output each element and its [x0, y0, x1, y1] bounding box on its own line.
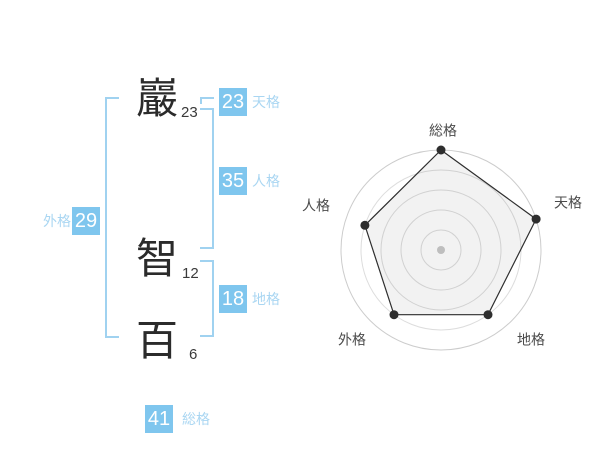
radar-data-polygon [364, 149, 537, 316]
radar-axis-label: 人格 [302, 198, 330, 214]
radar-vertex-dot [436, 145, 446, 155]
surname-kanji-1: 巖 [136, 75, 179, 122]
radar-axis-label: 地格 [517, 332, 545, 348]
gaikaku-bracket [105, 97, 119, 338]
jinkaku-bracket [200, 108, 214, 249]
gaikaku-value-box: 29 [72, 207, 100, 235]
radar-grid-ring [380, 189, 502, 311]
radar-grid-ring [420, 229, 462, 271]
chikaku-bracket [200, 260, 214, 337]
soukaku-value-box: 41 [145, 405, 173, 433]
radar-vertex-dot [483, 310, 493, 320]
radar-grid-ring [400, 209, 482, 291]
radar-axis-label: 外格 [338, 332, 366, 348]
tenkaku-connector [200, 97, 214, 104]
chikaku-label: 地格 [252, 291, 280, 307]
surname-kanji-1-strokes: 23 [181, 104, 198, 121]
radar-vertex-dot [531, 214, 541, 224]
tenkaku-value-box: 23 [219, 88, 247, 116]
tenkaku-label: 天格 [252, 94, 280, 110]
jinkaku-value-box: 35 [219, 167, 247, 195]
radar-axis-label: 天格 [554, 195, 582, 211]
radar-axis-label: 総格 [429, 123, 457, 139]
jinkaku-label: 人格 [252, 173, 280, 189]
soukaku-label: 総格 [182, 411, 210, 427]
given-kanji-2: 百 [136, 317, 179, 364]
radar-center-dot [437, 246, 445, 254]
chikaku-value-box: 18 [219, 285, 247, 313]
radar-vertex-dot [389, 310, 399, 320]
given-kanji-1-strokes: 12 [182, 265, 199, 282]
given-kanji-1: 智 [136, 235, 179, 282]
gaikaku-label: 外格 [43, 213, 71, 229]
given-kanji-2-strokes: 6 [189, 346, 198, 363]
radar-vertex-dot [360, 220, 370, 230]
